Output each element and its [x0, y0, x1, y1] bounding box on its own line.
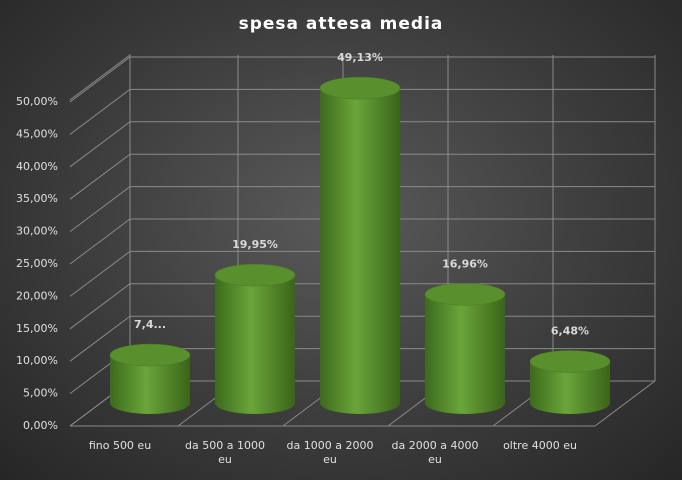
y-tick-label: 50,00% [16, 95, 58, 108]
grid-line [69, 56, 655, 103]
y-tick-label: 15,00% [16, 322, 58, 335]
bar-top [319, 76, 401, 100]
x-tick-label: oltre 4000 eu [503, 439, 577, 452]
bar [320, 88, 400, 415]
y-tick-label: 35,00% [16, 192, 58, 205]
bar [110, 355, 190, 414]
x-tick-label: da 500 a 1000 eu [185, 439, 265, 466]
x-tick-label: fino 500 eu [88, 439, 152, 452]
data-label: 19,95% [232, 238, 278, 251]
data-label: 6,48% [551, 324, 589, 337]
data-label: 7,4... [134, 318, 166, 331]
bar [215, 275, 295, 414]
bar-top [424, 283, 506, 306]
y-tick-label: 5,00% [23, 387, 58, 400]
grid-line [69, 153, 655, 200]
y-tick-label: 25,00% [16, 257, 58, 270]
bar-top [529, 350, 611, 373]
data-label: 16,96% [442, 257, 488, 270]
grid-line [69, 186, 655, 233]
grid-line [69, 88, 655, 135]
y-tick-label: 10,00% [16, 354, 58, 367]
y-tick-label: 20,00% [16, 289, 58, 302]
grid-line [69, 218, 655, 265]
y-tick-label: 40,00% [16, 160, 58, 173]
x-tick-label: da 1000 a 2000 eu [286, 439, 374, 466]
bar [530, 361, 610, 414]
y-tick-label: 0,00% [23, 419, 58, 432]
y-tick-label: 45,00% [16, 127, 58, 140]
bar [425, 294, 505, 414]
floor [70, 380, 656, 427]
chart-title: spesa attesa media [239, 14, 444, 34]
y-tick-label: 30,00% [16, 225, 58, 238]
grid-line [69, 250, 655, 297]
grid-line [69, 121, 655, 168]
bar-top [214, 263, 296, 287]
data-label: 49,13% [337, 51, 383, 64]
grid-line [69, 283, 655, 330]
x-tick-label: da 2000 a 4000 eu [391, 439, 479, 466]
bar-top [109, 343, 191, 367]
